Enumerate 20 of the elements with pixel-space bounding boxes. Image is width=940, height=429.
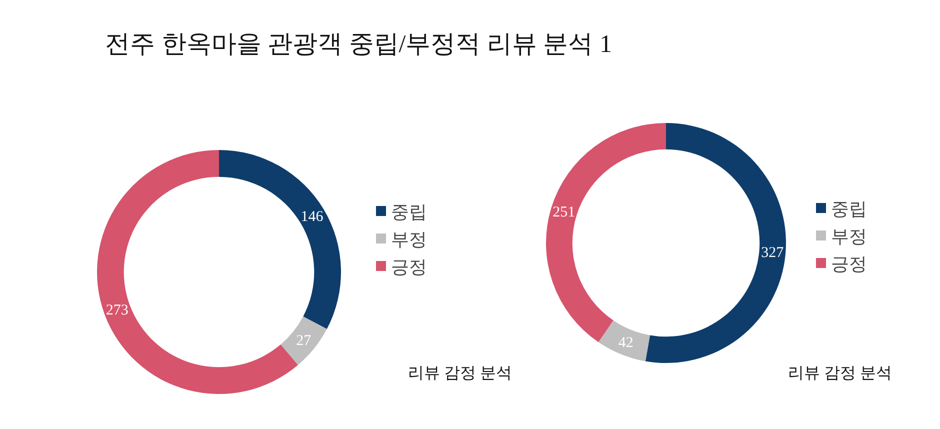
chart-title: 전주 한옥마을 관광객 중립/부정적 리뷰 분석 1 [105,31,612,58]
legend-label: 중립 [391,202,427,222]
legend-label: 부정 [391,230,427,250]
data-label: 146 [300,208,324,225]
donut-slice [97,150,298,394]
donut-slice [598,320,650,362]
data-label: 42 [618,334,634,351]
data-label: 273 [106,302,128,318]
donut-slice [280,316,327,365]
text: 리뷰 감정 분석 [408,365,512,382]
legend-label: 부정 [831,226,867,246]
legend-label: 긍정 [831,254,867,274]
legend-label: 중립 [831,199,867,219]
data-label: 251 [552,204,576,221]
donut-slice [645,123,786,363]
legend-label: 긍정 [391,257,427,277]
donut-slice [219,150,341,329]
data-label: 27 [296,332,312,349]
data-label: 327 [761,245,784,262]
text: 리뷰 감정 분석 [788,365,892,382]
